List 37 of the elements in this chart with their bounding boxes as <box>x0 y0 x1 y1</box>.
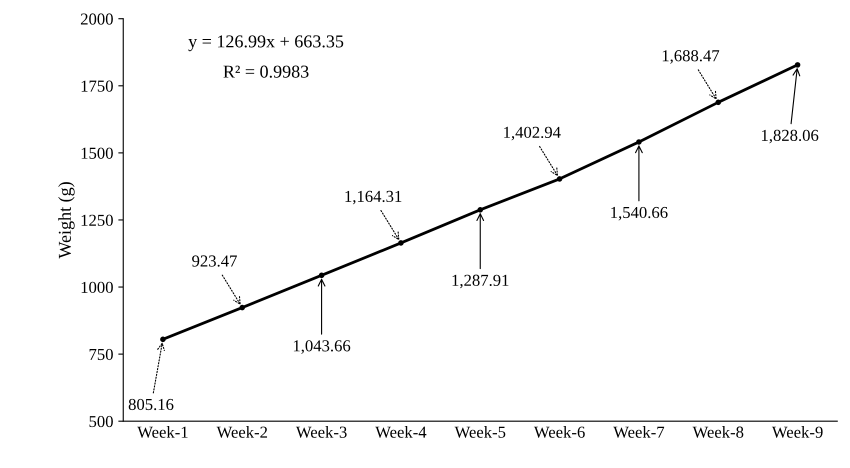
annotation: R² = 0.9983 <box>223 66 309 78</box>
y-tick-label: 1000 <box>82 282 113 293</box>
point <box>556 176 562 182</box>
data-label: 1,828.06 <box>762 130 818 144</box>
data-label: 1,540.66 <box>611 206 668 220</box>
x-tick-label: Week-9 <box>772 426 823 438</box>
point <box>715 100 722 106</box>
x-tick-label: Week-4 <box>375 426 426 438</box>
x-tick-label: Week-2 <box>216 426 268 438</box>
point <box>239 304 246 310</box>
y-tick-label: 1750 <box>82 80 113 92</box>
y-tick-label: 500 <box>89 416 113 428</box>
annotation: y = 126.99x + 663.35 <box>188 35 344 52</box>
point <box>398 240 404 246</box>
data-label: 923.47 <box>192 255 237 267</box>
data-label: 805.16 <box>128 398 174 410</box>
data-label: 1,402.94 <box>504 126 561 140</box>
x-tick-label: Week-1 <box>137 426 188 438</box>
x-tick-label: Week-7 <box>613 426 664 438</box>
data-label: 1,043.66 <box>294 340 350 354</box>
x-tick-label: Week-8 <box>692 426 744 438</box>
data-label: 1,287.91 <box>452 274 508 288</box>
y-axis-title: Weight (g) <box>58 182 75 259</box>
y-tick-label: 2000 <box>80 13 113 25</box>
data-label: 1,164.31 <box>345 190 402 204</box>
data-label: 1,688.47 <box>662 50 720 64</box>
y-tick-label: 1250 <box>82 214 113 226</box>
point <box>636 139 642 145</box>
point <box>160 336 166 342</box>
point <box>318 272 324 278</box>
x-tick-label: Week-6 <box>534 426 585 438</box>
x-tick-label: Week-3 <box>296 426 347 438</box>
y-tick-label: 1500 <box>82 148 113 159</box>
y-tick-label: 750 <box>90 348 113 360</box>
point <box>477 207 484 213</box>
point <box>794 62 800 68</box>
x-tick-label: Week-5 <box>454 426 506 438</box>
